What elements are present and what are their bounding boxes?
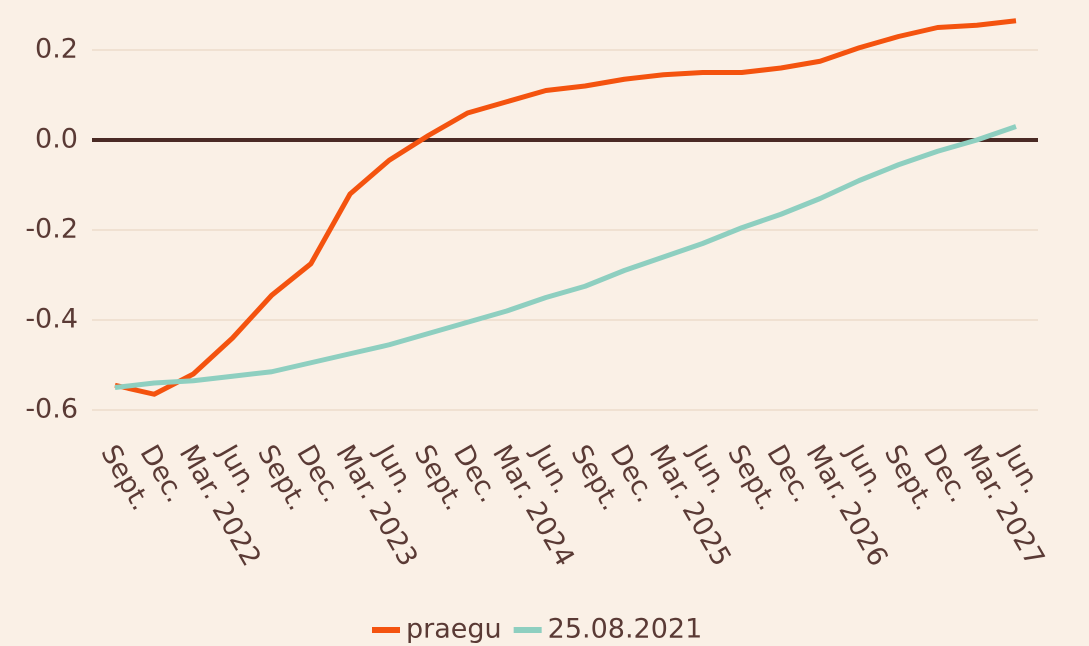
y-tick-label: -0.6 xyxy=(25,394,78,425)
y-tick-label: 0.2 xyxy=(35,34,78,65)
y-tick-label: -0.2 xyxy=(25,214,78,245)
line xyxy=(114,18,1017,397)
y-tick-label: -0.4 xyxy=(25,304,78,335)
legend-label: 25.08.2021 xyxy=(548,614,703,645)
line xyxy=(114,124,1017,390)
legend-label: praegu xyxy=(406,614,502,645)
y-tick-label: 0.0 xyxy=(35,124,78,155)
